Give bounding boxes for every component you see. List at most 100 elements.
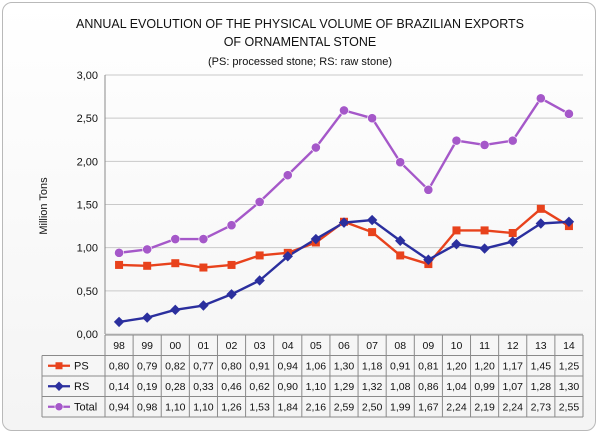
- data-cell-ps: 1,20: [446, 360, 467, 372]
- y-tick-label: 2,50: [77, 113, 98, 125]
- x-tick-label: 04: [282, 340, 294, 352]
- data-point-rs: [563, 216, 575, 227]
- data-point-rs: [535, 218, 547, 229]
- data-point-rs: [395, 235, 406, 246]
- data-point-ps: [199, 263, 208, 272]
- x-tick-label: 13: [535, 340, 547, 352]
- data-point-ps: [396, 251, 405, 260]
- data-point-total: [367, 113, 378, 124]
- data-point-ps: [536, 204, 545, 213]
- data-cell-rs: 1,07: [502, 381, 523, 393]
- data-cell-total: 1,10: [193, 401, 214, 413]
- chart-title-line-2: OF ORNAMENTAL STONE: [223, 35, 377, 49]
- data-cell-total: 2,24: [446, 401, 467, 413]
- data-point-rs: [310, 233, 322, 245]
- data-cell-rs: 1,10: [306, 381, 327, 393]
- data-point-rs: [479, 243, 490, 254]
- data-cell-ps: 1,30: [334, 360, 355, 372]
- data-cell-ps: 0,91: [390, 360, 411, 372]
- chart-subtitle: (PS: processed stone; RS: raw stone): [207, 56, 393, 68]
- data-cell-total: 1,26: [221, 401, 242, 413]
- data-cell-total: 1,99: [390, 401, 411, 413]
- data-cell-ps: 1,25: [559, 360, 580, 372]
- legend-total: Total: [48, 401, 97, 413]
- data-cell-ps: 0,91: [249, 360, 270, 372]
- y-tick-label: 1,00: [77, 243, 98, 255]
- data-point-ps: [508, 228, 517, 237]
- data-cell-rs: 0,99: [474, 381, 495, 393]
- data-point-rs: [451, 239, 462, 250]
- data-cell-total: 2,16: [306, 401, 327, 413]
- data-cell-rs: 0,19: [137, 381, 158, 393]
- data-cell-ps: 0,79: [137, 360, 158, 372]
- data-cell-ps: 1,18: [362, 360, 383, 372]
- x-tick-label: 99: [141, 340, 153, 352]
- data-cell-total: 2,24: [502, 401, 523, 413]
- data-cell-total: 2,55: [559, 401, 580, 413]
- data-point-ps: [452, 226, 461, 235]
- y-tick-label: 2,00: [77, 156, 98, 168]
- data-cell-total: 2,50: [362, 401, 383, 413]
- data-point-total: [198, 234, 209, 244]
- data-cell-total: 0,98: [137, 401, 158, 413]
- data-cell-total: 1,67: [418, 401, 439, 413]
- data-cell-ps: 1,45: [531, 360, 552, 372]
- legend-ps: PS: [48, 360, 89, 372]
- data-point-total: [114, 247, 124, 258]
- data-cell-rs: 0,86: [418, 381, 439, 393]
- data-point-rs: [338, 217, 350, 228]
- x-tick-label: 14: [563, 340, 575, 352]
- data-point-total: [170, 234, 181, 244]
- data-cell-total: 2,59: [334, 401, 355, 413]
- data-point-rs: [198, 300, 209, 311]
- data-cell-ps: 0,80: [221, 360, 242, 372]
- data-point-rs: [226, 289, 237, 300]
- data-point-rs: [113, 316, 125, 328]
- chart-title-line-1: ANNUAL EVOLUTION OF THE PHYSICAL VOLUME …: [75, 17, 525, 31]
- y-tick-label: 0,00: [77, 329, 98, 341]
- data-point-total: [423, 184, 434, 195]
- data-point-ps: [115, 260, 124, 269]
- data-cell-ps: 0,81: [418, 360, 439, 372]
- legend-label-rs: RS: [74, 381, 89, 393]
- data-point-total: [535, 93, 546, 104]
- x-tick-label: 08: [394, 340, 406, 352]
- x-tick-label: 05: [310, 340, 322, 352]
- data-cell-rs: 0,46: [221, 381, 242, 393]
- data-cell-total: 2,73: [531, 401, 552, 413]
- x-tick-label: 00: [169, 340, 181, 352]
- data-cell-ps: 0,77: [193, 360, 214, 372]
- data-cell-ps: 1,20: [474, 360, 495, 372]
- data-point-rs: [141, 312, 153, 323]
- x-tick-label: 07: [366, 340, 378, 352]
- data-point-total: [564, 108, 574, 119]
- data-point-rs: [366, 214, 378, 226]
- data-point-total: [395, 157, 406, 168]
- data-point-rs: [170, 304, 181, 316]
- data-point-rs: [282, 251, 293, 262]
- y-tick-label: 1,50: [77, 200, 98, 212]
- chart-frame: [2, 2, 596, 431]
- data-cell-rs: 1,29: [334, 381, 355, 393]
- data-cell-rs: 1,28: [531, 381, 552, 393]
- data-point-rs: [507, 236, 518, 247]
- data-point-total: [479, 140, 490, 150]
- data-point-ps: [255, 251, 264, 260]
- y-tick-label: 0,50: [77, 286, 98, 298]
- data-cell-total: 0,94: [109, 401, 130, 413]
- data-cell-rs: 1,32: [362, 381, 383, 393]
- data-cell-rs: 0,33: [193, 381, 214, 393]
- y-tick-label: 3,00: [77, 70, 98, 82]
- data-cell-rs: 1,08: [390, 381, 411, 393]
- data-point-total: [339, 105, 349, 116]
- data-cell-rs: 0,28: [165, 381, 186, 393]
- data-point-total: [254, 197, 265, 207]
- data-cell-total: 1,84: [278, 401, 299, 413]
- x-tick-label: 02: [226, 340, 238, 352]
- data-point-total: [142, 244, 153, 255]
- x-tick-label: 03: [254, 340, 266, 352]
- data-point-ps: [143, 261, 152, 270]
- x-tick-label: 12: [507, 340, 519, 352]
- data-cell-rs: 1,30: [559, 381, 580, 393]
